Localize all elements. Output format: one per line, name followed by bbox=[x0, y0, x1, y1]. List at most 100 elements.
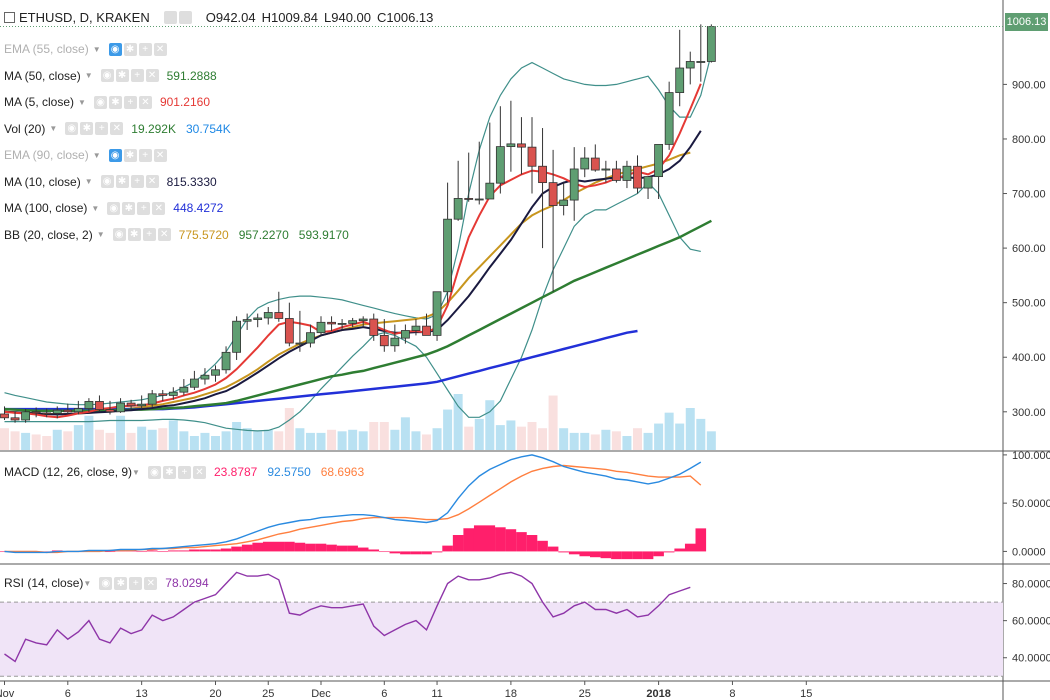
settings-icon[interactable]: ✱ bbox=[122, 201, 136, 215]
rsi-band bbox=[0, 602, 1003, 677]
settings-icon[interactable]: ✱ bbox=[115, 69, 129, 82]
volume-bar bbox=[358, 431, 368, 450]
candle-body bbox=[464, 198, 474, 200]
chevron-down-icon[interactable]: ▼ bbox=[92, 44, 101, 54]
macd-hist-bar bbox=[663, 551, 675, 553]
chevron-down-icon[interactable]: ▼ bbox=[91, 203, 100, 213]
add-icon[interactable]: + bbox=[130, 69, 144, 82]
settings-icon[interactable]: ✱ bbox=[115, 175, 129, 188]
add-icon[interactable]: + bbox=[123, 95, 137, 109]
chevron-down-icon[interactable]: ▼ bbox=[84, 177, 93, 186]
add-icon[interactable]: + bbox=[138, 148, 152, 162]
indicator-row[interactable]: MA (5, close) ▼ ◉ ✱ + ✕ 901.2160 bbox=[4, 92, 220, 112]
candle-body bbox=[232, 320, 242, 353]
add-icon[interactable]: + bbox=[142, 228, 156, 241]
macd-hist-bar bbox=[590, 551, 601, 558]
add-icon[interactable]: + bbox=[95, 122, 109, 135]
price-tick-label: 500.00 bbox=[1012, 298, 1046, 310]
chevron-down-icon[interactable]: ▼ bbox=[49, 124, 58, 133]
chevron-down-icon[interactable]: ▼ bbox=[92, 150, 101, 160]
eye-icon[interactable] bbox=[163, 11, 177, 24]
eye-icon[interactable]: ◉ bbox=[93, 95, 107, 109]
eye-icon[interactable]: ◉ bbox=[147, 465, 161, 479]
eye-icon[interactable]: ◉ bbox=[99, 576, 113, 590]
close-icon[interactable]: ✕ bbox=[145, 175, 159, 188]
add-icon[interactable]: + bbox=[137, 201, 151, 215]
chevron-down-icon[interactable]: ▼ bbox=[78, 97, 86, 107]
time-tick-label: 25 bbox=[262, 688, 274, 700]
close-icon[interactable]: ✕ bbox=[145, 69, 159, 82]
eye-icon[interactable]: ◉ bbox=[65, 122, 79, 135]
close-icon[interactable]: ✕ bbox=[153, 148, 167, 162]
indicator-row[interactable]: EMA (55, close) ▼ ◉ ✱ + ✕ bbox=[4, 39, 175, 59]
add-icon[interactable]: + bbox=[130, 175, 144, 188]
macd-hist-bar bbox=[484, 525, 496, 552]
time-tick-label: 8 bbox=[729, 688, 735, 700]
candle-body bbox=[179, 386, 189, 393]
chevron-down-icon[interactable]: ▼ bbox=[132, 467, 140, 477]
settings-icon[interactable]: ✱ bbox=[127, 228, 141, 241]
indicator-row[interactable]: EMA (90, close) ▼ ◉ ✱ + ✕ bbox=[4, 145, 175, 165]
indicator-controls: ◉ ✱ + ✕ bbox=[108, 148, 167, 162]
chevron-down-icon[interactable]: ▼ bbox=[96, 230, 105, 239]
settings-icon[interactable]: ✱ bbox=[80, 122, 94, 135]
settings-icon[interactable]: ✱ bbox=[123, 148, 137, 162]
indicator-row[interactable]: MA (50, close) ▼ ◉ ✱ + ✕ 591.2888 bbox=[4, 66, 227, 86]
close-icon[interactable]: ✕ bbox=[152, 201, 166, 215]
macd-hist-bar bbox=[262, 541, 274, 552]
indicator-row[interactable]: MA (10, close) ▼ ◉ ✱ + ✕ 815.3330 bbox=[4, 172, 227, 192]
eye-icon[interactable]: ◉ bbox=[100, 175, 114, 188]
indicator-row[interactable]: Vol (20) ▼ ◉ ✱ + ✕ 19.292K 30.754K bbox=[4, 119, 241, 139]
macd-hist-bar bbox=[389, 551, 401, 554]
add-icon[interactable]: + bbox=[177, 465, 191, 479]
indicator-row[interactable]: BB (20, close, 2) ▼ ◉ ✱ + ✕ 775.5720 957.2270 59… bbox=[4, 225, 359, 245]
macd-hist-bar bbox=[252, 542, 263, 552]
indicator-value: 19.292K bbox=[131, 121, 176, 136]
eye-icon[interactable]: ◉ bbox=[100, 69, 114, 82]
macd-signal-value: 68.6963 bbox=[320, 465, 365, 479]
add-icon[interactable]: + bbox=[129, 576, 143, 590]
macd-hist-bar bbox=[220, 548, 232, 552]
add-icon[interactable]: + bbox=[138, 42, 152, 56]
settings-icon[interactable] bbox=[178, 11, 192, 24]
candle-body bbox=[601, 168, 611, 171]
candle-body bbox=[654, 144, 663, 178]
settings-icon[interactable]: ✱ bbox=[114, 576, 128, 590]
close-icon[interactable]: ✕ bbox=[157, 228, 171, 241]
macd-hist-bar bbox=[336, 545, 348, 552]
eye-icon[interactable]: ◉ bbox=[108, 42, 122, 56]
volume-bar bbox=[274, 431, 284, 450]
time-tick-label: Dec bbox=[311, 688, 331, 700]
chevron-down-icon[interactable]: ▼ bbox=[83, 578, 92, 588]
indicator-row[interactable]: MA (100, close) ▼ ◉ ✱ + ✕ 448.4272 bbox=[4, 198, 233, 218]
eye-icon[interactable]: ◉ bbox=[108, 148, 122, 162]
price-tick-label: 300.00 bbox=[1012, 407, 1046, 419]
close-icon[interactable]: ✕ bbox=[144, 576, 158, 590]
volume-bar bbox=[633, 428, 642, 450]
eye-icon[interactable]: ◉ bbox=[112, 228, 126, 241]
macd-controls: ◉ ✱ + ✕ bbox=[147, 465, 206, 479]
volume-bar bbox=[221, 431, 231, 450]
close-icon[interactable]: ✕ bbox=[192, 465, 206, 479]
indicator-name: MA (5, close) bbox=[4, 95, 75, 109]
volume-bar bbox=[654, 423, 664, 450]
close-icon[interactable]: ✕ bbox=[110, 122, 124, 135]
macd-hist-bar bbox=[684, 543, 696, 552]
candle-body bbox=[633, 165, 642, 189]
settings-icon[interactable]: ✱ bbox=[123, 42, 137, 56]
indicator-value: 815.3330 bbox=[166, 174, 217, 189]
close-icon[interactable]: ✕ bbox=[153, 42, 167, 56]
candle-body bbox=[495, 146, 505, 184]
settings-icon[interactable]: ✱ bbox=[162, 465, 176, 479]
eye-icon[interactable]: ◉ bbox=[107, 201, 121, 215]
settings-icon[interactable]: ✱ bbox=[108, 95, 122, 109]
chevron-down-icon[interactable]: ▼ bbox=[84, 71, 93, 80]
candle-body bbox=[643, 176, 653, 189]
collapse-square-icon[interactable] bbox=[4, 12, 15, 23]
macd-hist-bar bbox=[516, 532, 527, 552]
close-icon[interactable]: ✕ bbox=[138, 95, 152, 109]
candle-body bbox=[63, 409, 73, 413]
volume-bar bbox=[158, 428, 168, 450]
volume-bar bbox=[569, 432, 579, 450]
